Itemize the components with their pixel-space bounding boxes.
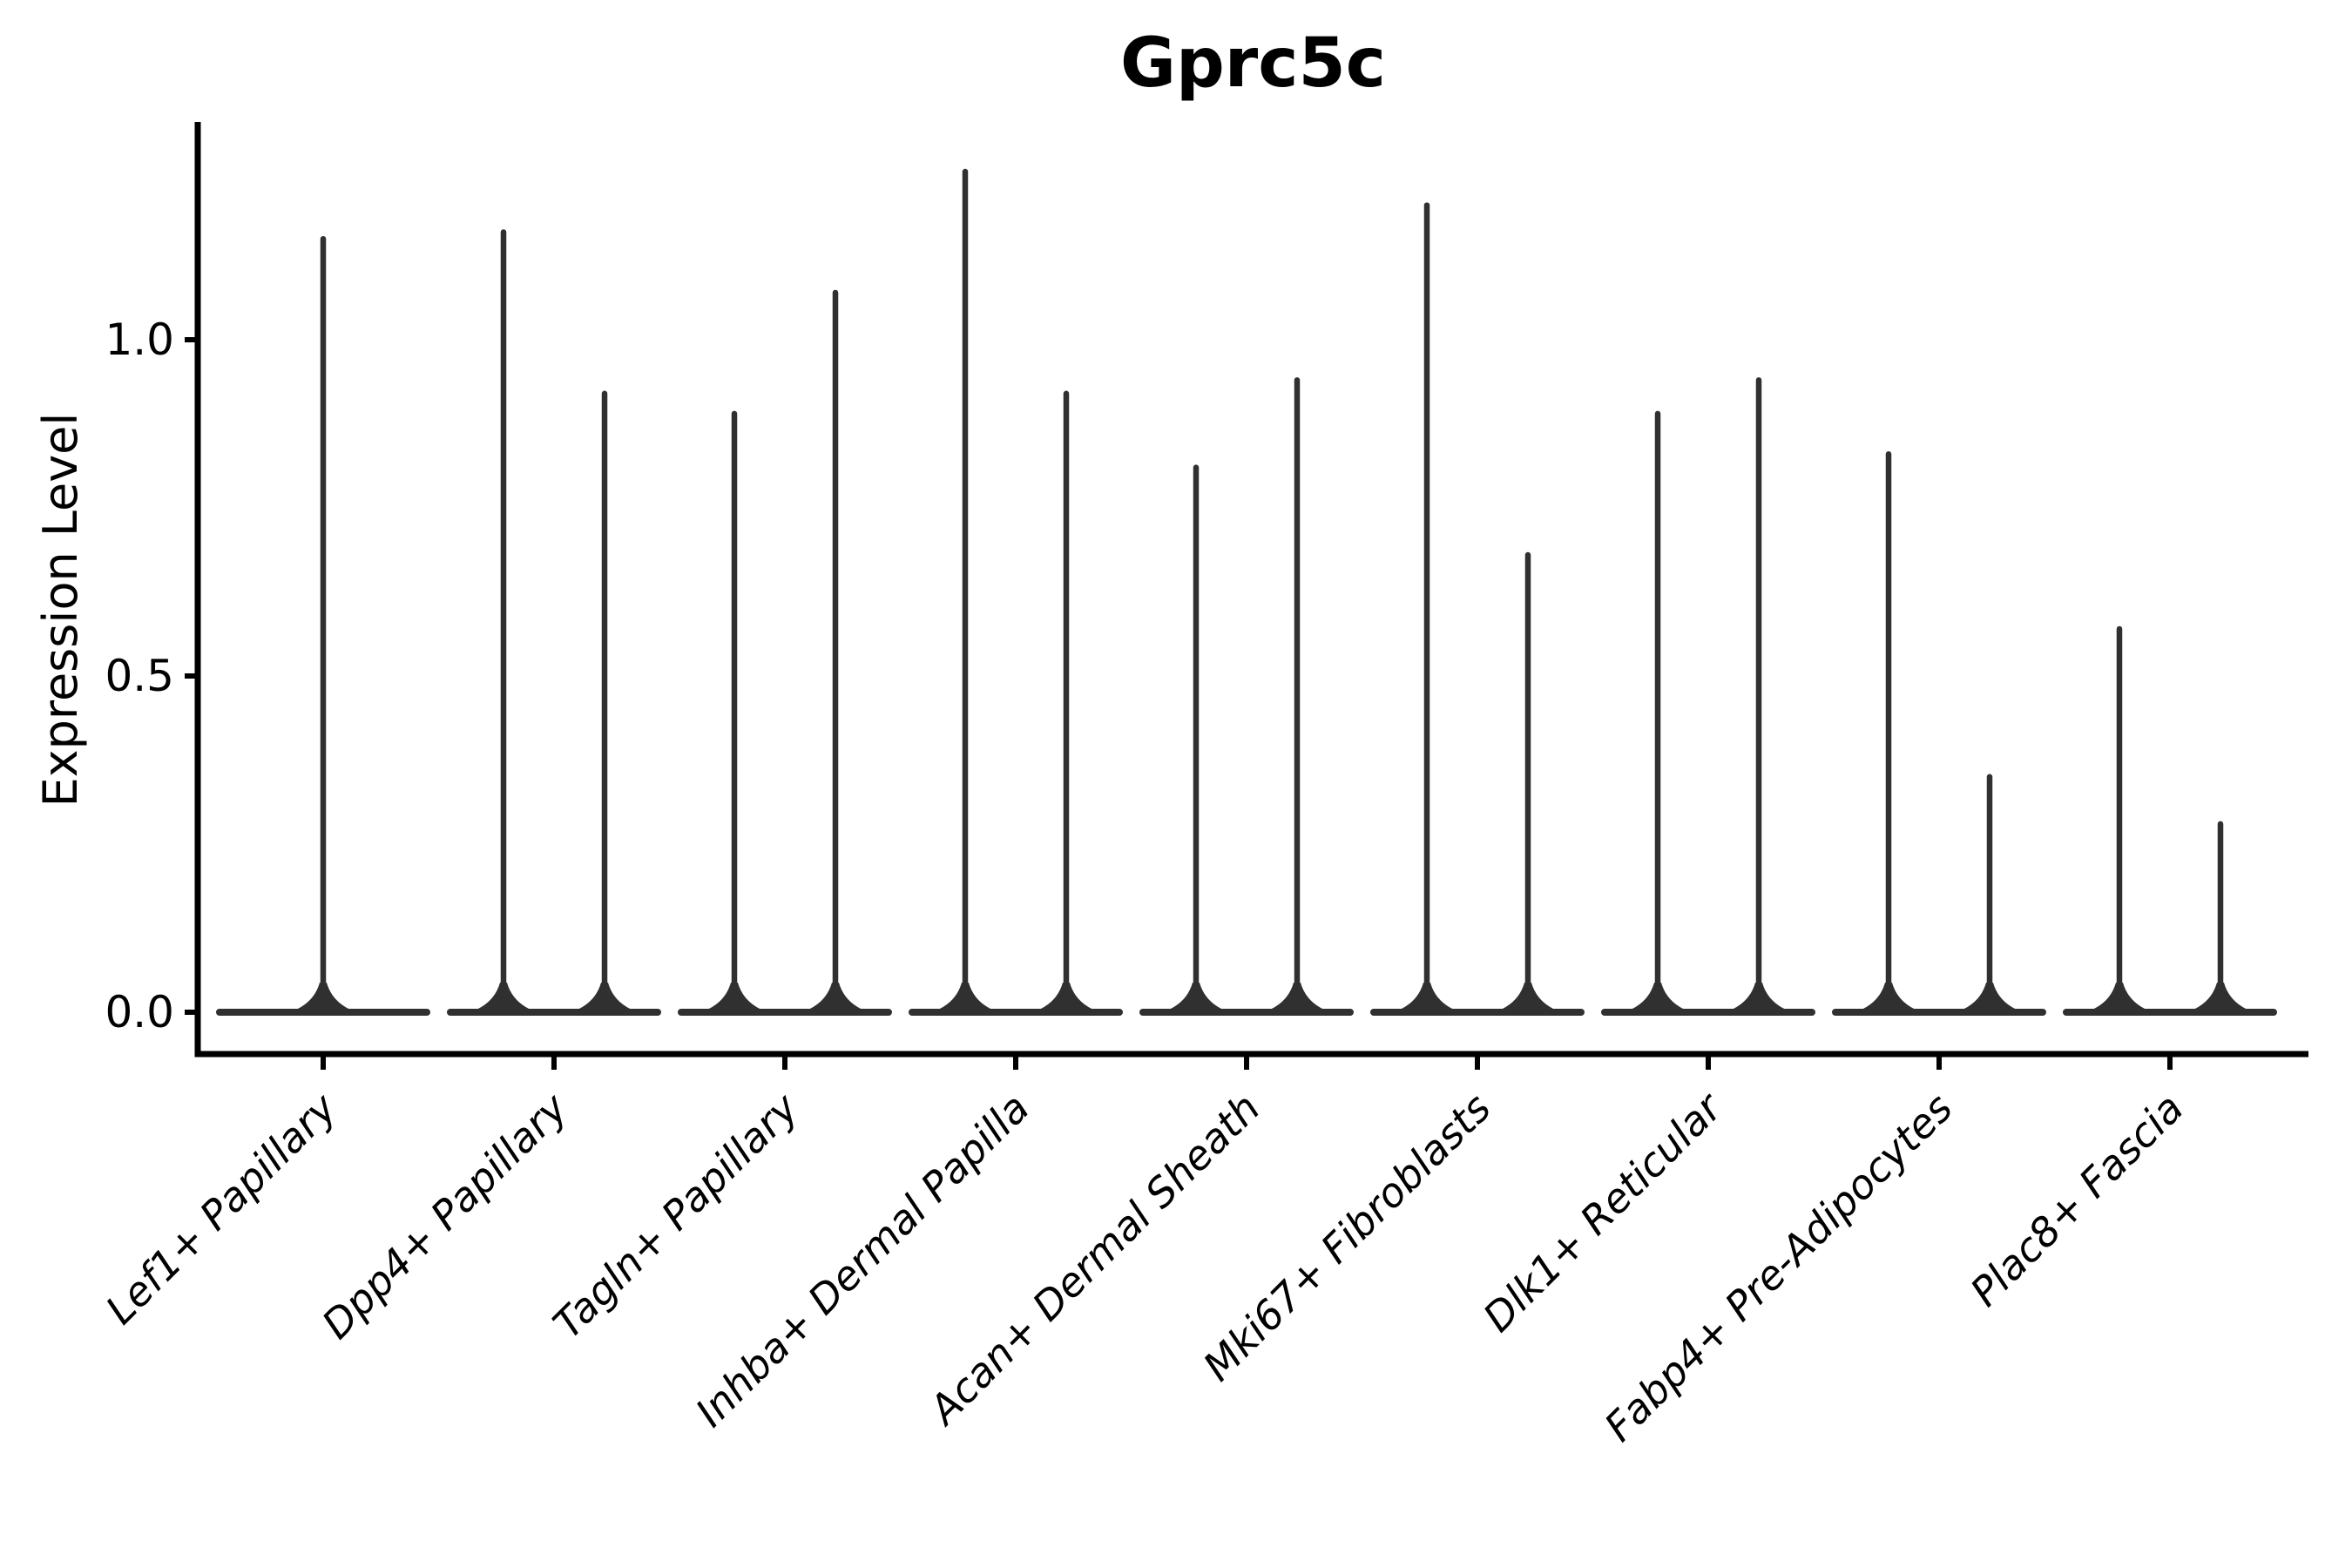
x-tick-label: Dlk1+ Reticular [1474,1082,1733,1341]
y-axis-label: Expression Level [33,413,88,808]
y-tick-label: 0.5 [105,651,174,701]
chart-title: Gprc5c [1119,24,1387,103]
x-tick-label: Plac8+ Fascia [1961,1085,2192,1315]
x-tick-label: Lef1+ Papillary [97,1084,346,1333]
x-tick-label: Tagln+ Papillary [544,1084,808,1348]
y-tick-label: 1.0 [105,314,174,365]
x-tick-label: Dpp4+ Papillary [313,1084,577,1348]
y-tick-label: 0.0 [105,987,174,1037]
